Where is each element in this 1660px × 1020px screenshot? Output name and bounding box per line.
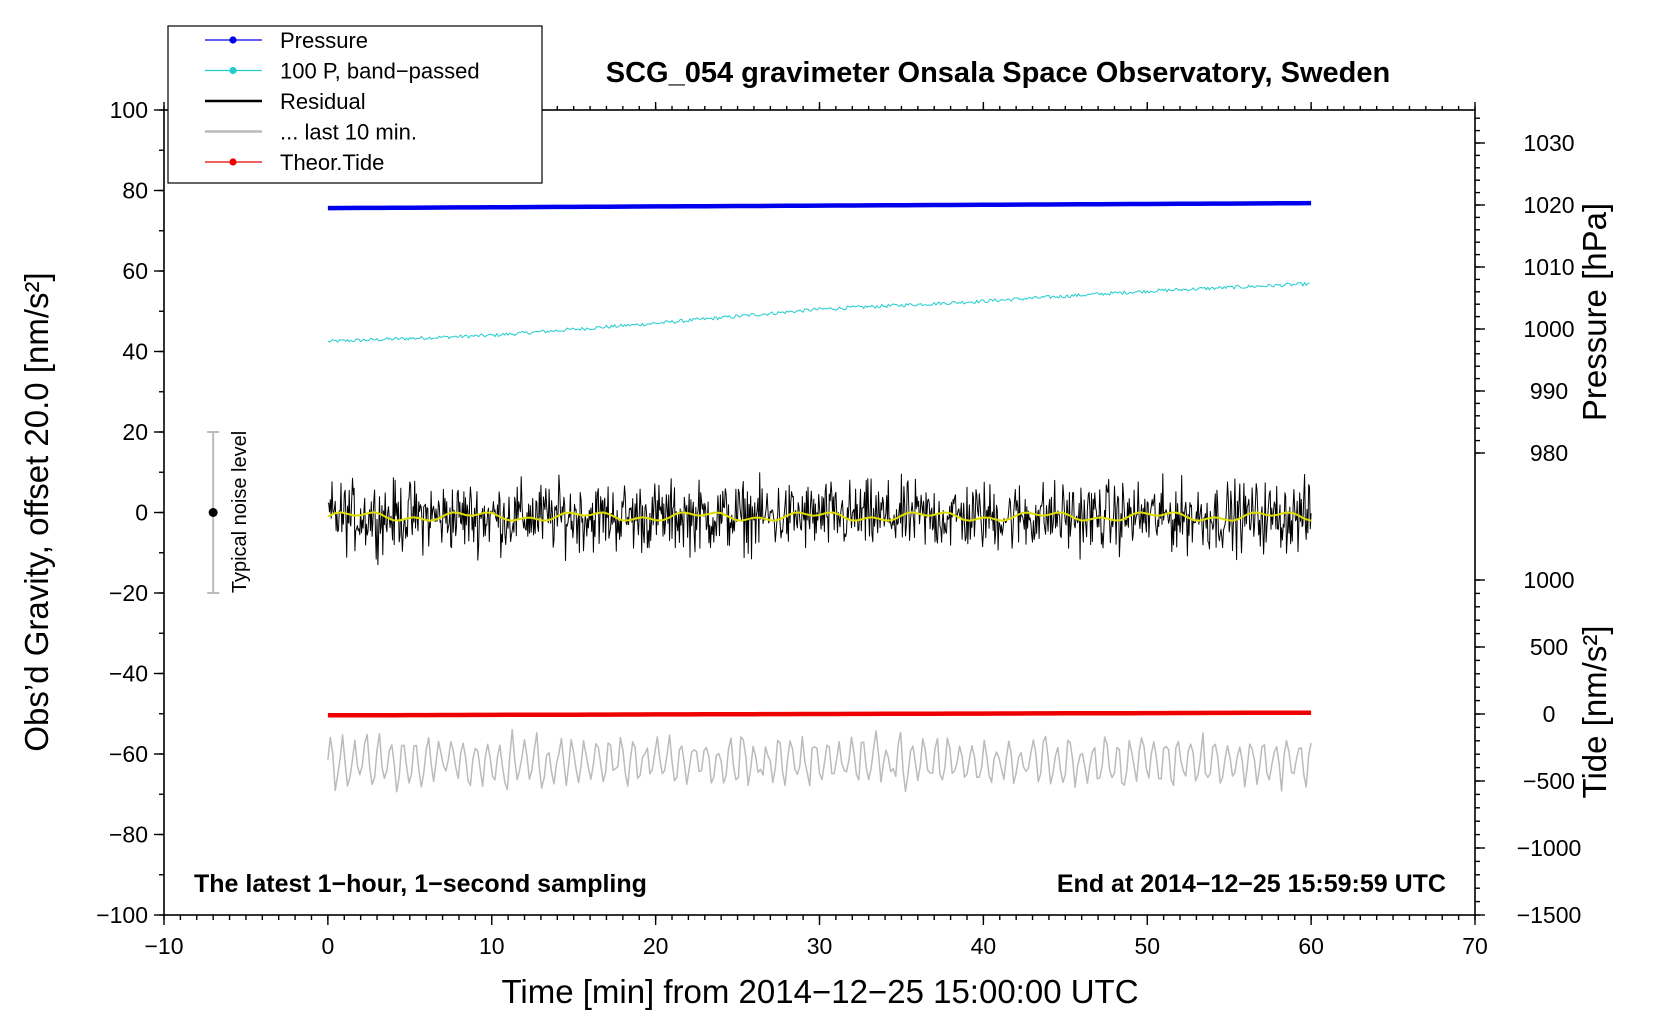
x-tick-label: 60: [1298, 933, 1324, 959]
tide-tick-label: −500: [1523, 768, 1575, 794]
tide-tick-label: −1500: [1517, 902, 1582, 928]
y-tick-label: 80: [122, 178, 148, 204]
series-line-1: [327, 282, 1310, 343]
y-tick-label: 0: [135, 500, 148, 526]
annotation-left: The latest 1−hour, 1−second sampling: [194, 870, 647, 898]
y-axis-left-label: Obs’d Gravity, offset 20.0 [nm/s²]: [18, 272, 55, 751]
series-line-0: [327, 200, 1312, 211]
pressure-tick-label: 980: [1530, 440, 1568, 466]
noise-bar: [207, 431, 220, 594]
tide-tick-label: 500: [1530, 634, 1568, 660]
legend: Pressure 100 P, band−passed Residual ... la…: [167, 25, 543, 184]
y-tick-label: 40: [122, 339, 148, 365]
chart-title: SCG_054 gravimeter Onsala Space Observat…: [606, 57, 1390, 89]
x-tick-label: 20: [643, 933, 669, 959]
pressure-tick-label: 1000: [1523, 316, 1574, 342]
series-line-4: [327, 710, 1312, 718]
series-group: [327, 200, 1312, 793]
x-tick-label: −10: [144, 933, 183, 959]
x-tick-label: 30: [807, 933, 833, 959]
y-tick-label: 100: [110, 97, 148, 123]
legend-label-3: ... last 10 min.: [280, 120, 417, 145]
legend-label-1: 100 P, band−passed: [280, 59, 480, 84]
tide-tick-label: 1000: [1523, 567, 1574, 593]
legend-label-2: Residual: [280, 89, 366, 114]
series-line-2: [327, 472, 1312, 566]
legend-marker-4: [229, 158, 237, 166]
y-axis-pressure: 1030 1020 1010 1000 990 980: [1475, 117, 1575, 466]
tide-tick-label: 0: [1543, 701, 1556, 727]
legend-marker-0: [229, 36, 237, 44]
tide-tick-label: −1000: [1517, 835, 1582, 861]
series-line-3: [327, 728, 1312, 793]
y-axis-tide: 1000 500 0 −500 −1000 −1500: [1475, 567, 1581, 928]
y-tick-label: −20: [109, 580, 148, 606]
pressure-tick-label: 1030: [1523, 130, 1574, 156]
legend-box: [167, 25, 543, 184]
x-axis-label: Time [min] from 2014−12−25 15:00:00 UTC: [501, 973, 1138, 1010]
x-tick-label: 10: [479, 933, 505, 959]
y-tick-label: 20: [122, 419, 148, 445]
y-axis-tide-label: Tide [nm/s²]: [1576, 626, 1613, 799]
y-axis-pressure-label: Pressure [hPa]: [1576, 203, 1613, 421]
y-tick-label: −40: [109, 661, 148, 687]
y-tick-label: −80: [109, 822, 148, 848]
legend-label-4: Theor.Tide: [280, 150, 384, 175]
residual-smoothed-line: [327, 511, 1312, 522]
x-tick-label: 0: [321, 933, 334, 959]
x-tick-label: 40: [971, 933, 997, 959]
pressure-tick-label: 1010: [1523, 254, 1574, 280]
x-tick-label: 70: [1462, 933, 1488, 959]
x-axis: −10 0 10 20 30 40 50 60 70: [144, 102, 1488, 959]
y-tick-label: −60: [109, 741, 148, 767]
x-tick-label: 50: [1134, 933, 1160, 959]
noise-label: Typical noise level: [229, 431, 251, 593]
y-tick-label: 60: [122, 258, 148, 284]
legend-marker-1: [229, 66, 237, 75]
y-tick-label: −100: [96, 902, 148, 928]
annotation-right: End at 2014−12−25 15:59:59 UTC: [1057, 870, 1446, 898]
pressure-tick-label: 1020: [1523, 192, 1574, 218]
noise-bar-dot: [208, 508, 218, 517]
pressure-tick-label: 990: [1530, 378, 1568, 404]
y-axis-left: 100 80 60 40 20 0 −20 −40 −60 −80 −100: [96, 97, 164, 928]
legend-label-0: Pressure: [280, 28, 368, 53]
